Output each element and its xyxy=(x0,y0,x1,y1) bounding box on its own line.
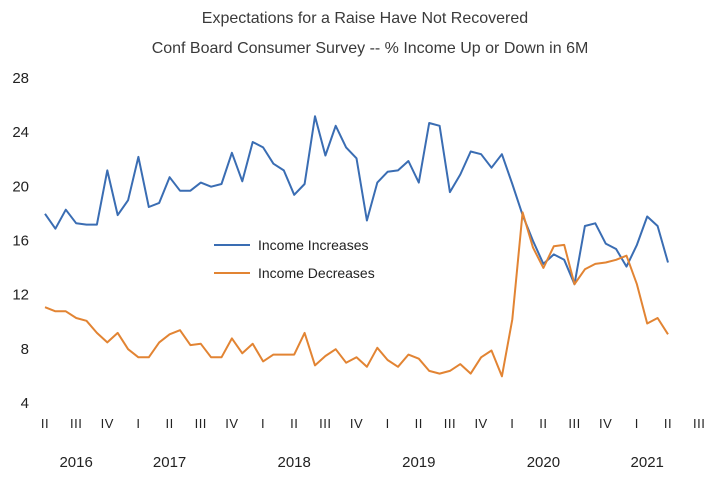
x-quarter-tick: IV xyxy=(101,416,114,431)
x-quarter-tick: I xyxy=(261,416,265,431)
x-year-label: 2021 xyxy=(631,454,664,471)
y-tick-label: 16 xyxy=(12,233,29,250)
x-quarter-tick: III xyxy=(568,416,580,431)
y-tick-label: 12 xyxy=(12,287,29,304)
y-axis: 4 8 12 16 20 24 28 xyxy=(12,70,29,412)
x-quarter-tick: I xyxy=(635,416,639,431)
x-quarter-tick: II xyxy=(290,416,298,431)
chart-subtitle: Conf Board Consumer Survey -- % Income U… xyxy=(152,40,589,57)
x-quarter-tick: II xyxy=(664,416,672,431)
x-year-label: 2018 xyxy=(278,454,311,471)
chart-title: Expectations for a Raise Have Not Recove… xyxy=(202,10,528,27)
series-group xyxy=(44,115,669,378)
y-tick-label: 24 xyxy=(12,124,29,141)
x-quarter-tick: I xyxy=(136,416,140,431)
x-quarter-tick: II xyxy=(165,416,173,431)
x-year-label: 2016 xyxy=(59,454,92,471)
x-quarter-tick: IV xyxy=(474,416,487,431)
y-tick-label: 4 xyxy=(21,395,29,412)
x-quarter-tick: IV xyxy=(599,416,612,431)
x-quarter-tick: III xyxy=(693,416,705,431)
y-tick-label: 28 xyxy=(12,70,29,87)
x-year-label: 2020 xyxy=(527,454,560,471)
x-quarter-tick: IV xyxy=(350,416,363,431)
series-line-income-increases xyxy=(44,115,669,286)
y-tick-label: 8 xyxy=(21,341,29,358)
x-quarter-tick: III xyxy=(444,416,456,431)
x-quarter-tick: III xyxy=(195,416,207,431)
y-tick-label: 20 xyxy=(12,178,29,195)
x-quarter-tick: III xyxy=(70,416,82,431)
series-line-income-decreases xyxy=(44,211,669,378)
x-quarter-tick: IV xyxy=(225,416,238,431)
x-quarter-tick: II xyxy=(41,416,49,431)
x-year-label: 2017 xyxy=(153,454,186,471)
x-axis: II III IV I II III IV I II III IV I II III IV I II III IV I… xyxy=(41,416,705,471)
x-quarter-tick: I xyxy=(510,416,514,431)
legend: Income Increases Income Decreases xyxy=(214,237,375,281)
x-quarter-tick: III xyxy=(319,416,331,431)
x-quarter-tick: I xyxy=(386,416,390,431)
x-quarter-tick: II xyxy=(415,416,423,431)
legend-label: Income Increases xyxy=(258,237,369,253)
x-quarter-tick: II xyxy=(539,416,547,431)
x-year-label: 2019 xyxy=(402,454,435,471)
legend-label: Income Decreases xyxy=(258,265,375,281)
